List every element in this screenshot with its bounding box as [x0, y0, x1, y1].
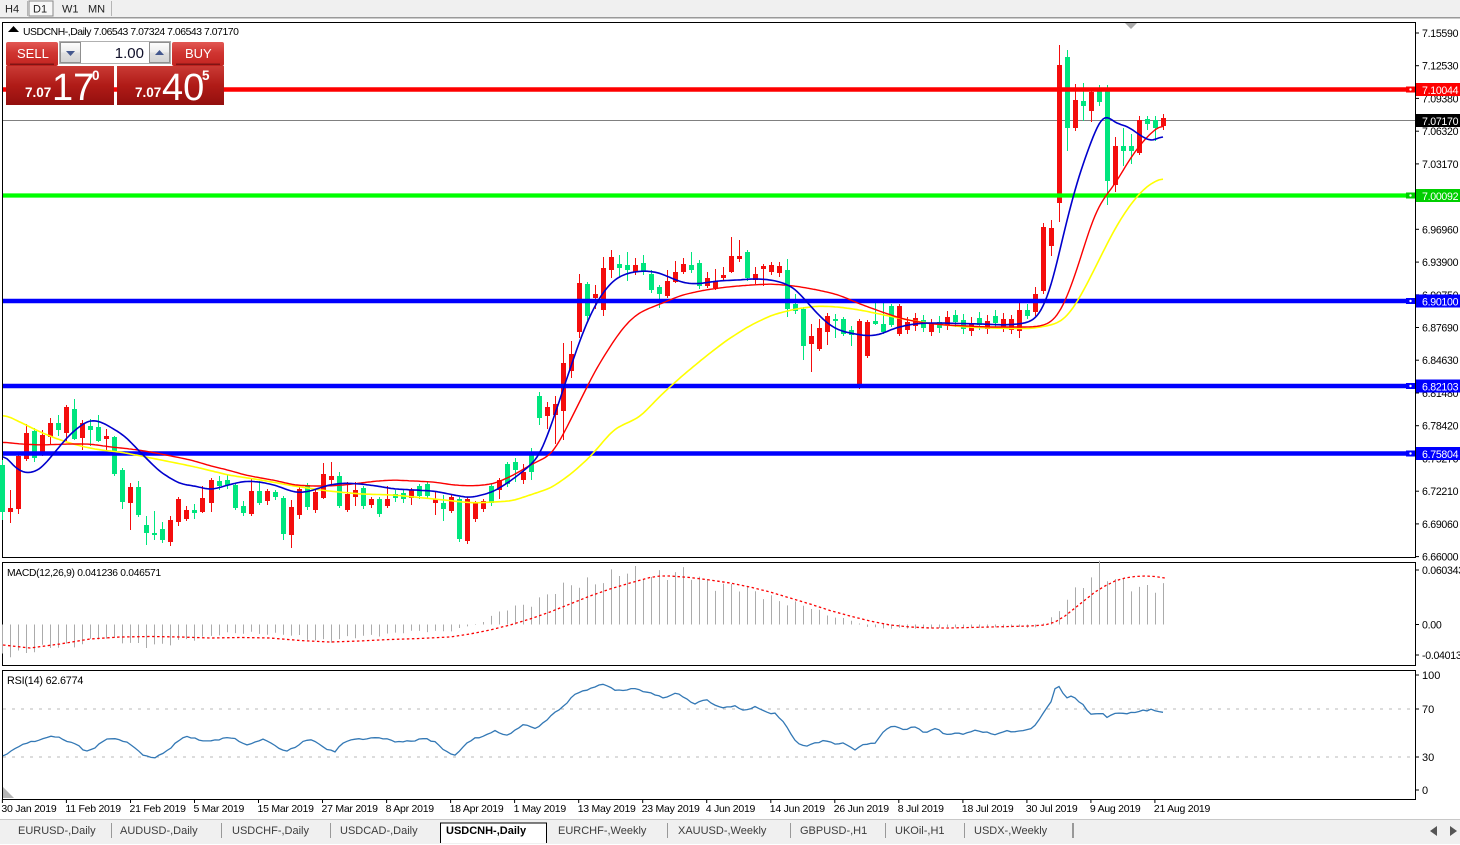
svg-text:6.87690: 6.87690 — [1422, 323, 1459, 335]
svg-text:6.72210: 6.72210 — [1422, 486, 1459, 498]
svg-text:0: 0 — [1422, 785, 1428, 797]
svg-text:USDCNH-,Daily: USDCNH-,Daily — [446, 825, 527, 837]
svg-text:USDCNH-,Daily 7.06543 7.07324: USDCNH-,Daily 7.06543 7.07324 7.06543 7.… — [23, 27, 239, 38]
svg-text:5 Mar 2019: 5 Mar 2019 — [194, 803, 245, 815]
svg-text:MACD(12,26,9) 0.041236 0.04657: MACD(12,26,9) 0.041236 0.046571 — [7, 568, 161, 579]
svg-text:7.07: 7.07 — [25, 85, 51, 100]
svg-text:-0.040138: -0.040138 — [1422, 650, 1460, 662]
svg-text:40: 40 — [162, 67, 204, 109]
svg-text:EURUSD-,Daily: EURUSD-,Daily — [18, 825, 96, 837]
svg-text:EURCHF-,Weekly: EURCHF-,Weekly — [558, 825, 647, 837]
svg-text:0: 0 — [92, 68, 100, 83]
svg-text:13 May 2019: 13 May 2019 — [578, 803, 636, 815]
svg-text:W1: W1 — [62, 4, 79, 16]
svg-text:USDX-,Weekly: USDX-,Weekly — [974, 825, 1048, 837]
svg-text:6.75804: 6.75804 — [1422, 449, 1459, 461]
svg-text:8 Jul 2019: 8 Jul 2019 — [898, 803, 944, 815]
svg-text:USDCHF-,Daily: USDCHF-,Daily — [232, 825, 310, 837]
svg-text:30: 30 — [1422, 752, 1434, 764]
svg-text:6.82103: 6.82103 — [1422, 382, 1459, 394]
svg-text:6.90100: 6.90100 — [1422, 297, 1459, 309]
svg-text:AUDUSD-,Daily: AUDUSD-,Daily — [120, 825, 198, 837]
svg-text:BUY: BUY — [185, 46, 212, 61]
svg-text:7.07170: 7.07170 — [1422, 116, 1459, 128]
svg-text:7.15590: 7.15590 — [1422, 28, 1459, 40]
svg-text:7.12530: 7.12530 — [1422, 61, 1459, 73]
svg-text:30 Jul 2019: 30 Jul 2019 — [1026, 803, 1078, 815]
svg-text:SELL: SELL — [17, 46, 49, 61]
svg-text:USDCAD-,Daily: USDCAD-,Daily — [340, 825, 418, 837]
svg-text:1.00: 1.00 — [115, 45, 144, 62]
svg-text:15 Mar 2019: 15 Mar 2019 — [258, 803, 315, 815]
svg-text:RSI(14) 62.6774: RSI(14) 62.6774 — [7, 675, 83, 687]
svg-text:D1: D1 — [33, 4, 47, 16]
svg-text:6.96960: 6.96960 — [1422, 224, 1459, 236]
svg-text:100: 100 — [1422, 670, 1440, 682]
svg-text:7.07: 7.07 — [135, 85, 161, 100]
svg-text:6.84630: 6.84630 — [1422, 355, 1459, 367]
svg-text:7.03170: 7.03170 — [1422, 159, 1459, 171]
svg-text:MN: MN — [88, 4, 105, 16]
svg-text:26 Jun 2019: 26 Jun 2019 — [834, 803, 889, 815]
svg-text:11 Feb 2019: 11 Feb 2019 — [65, 803, 121, 815]
svg-text:1 May 2019: 1 May 2019 — [514, 803, 567, 815]
svg-text:18 Apr 2019: 18 Apr 2019 — [450, 803, 504, 815]
svg-text:6.93900: 6.93900 — [1422, 257, 1459, 269]
svg-text:21 Feb 2019: 21 Feb 2019 — [130, 803, 187, 815]
svg-text:70: 70 — [1422, 704, 1434, 716]
svg-text:21 Aug 2019: 21 Aug 2019 — [1154, 803, 1211, 815]
svg-text:30 Jan 2019: 30 Jan 2019 — [1, 803, 56, 815]
svg-text:0.060343: 0.060343 — [1422, 565, 1460, 577]
svg-text:14 Jun 2019: 14 Jun 2019 — [770, 803, 825, 815]
svg-text:7.09380: 7.09380 — [1422, 93, 1459, 105]
svg-text:7.10044: 7.10044 — [1422, 85, 1459, 97]
svg-text:UKOil-,H1: UKOil-,H1 — [895, 825, 945, 837]
svg-text:23 May 2019: 23 May 2019 — [642, 803, 700, 815]
svg-text:4 Jun 2019: 4 Jun 2019 — [706, 803, 756, 815]
svg-text:8 Apr 2019: 8 Apr 2019 — [386, 803, 435, 815]
svg-text:27 Mar 2019: 27 Mar 2019 — [322, 803, 379, 815]
svg-text:H4: H4 — [5, 4, 19, 16]
svg-text:0.00: 0.00 — [1422, 620, 1442, 632]
svg-text:9 Aug 2019: 9 Aug 2019 — [1090, 803, 1141, 815]
svg-text:18 Jul 2019: 18 Jul 2019 — [962, 803, 1014, 815]
svg-text:6.69060: 6.69060 — [1422, 519, 1459, 531]
svg-text:7.00092: 7.00092 — [1422, 191, 1459, 203]
svg-text:7.06320: 7.06320 — [1422, 126, 1459, 138]
svg-text:XAUUSD-,Weekly: XAUUSD-,Weekly — [678, 825, 767, 837]
svg-text:GBPUSD-,H1: GBPUSD-,H1 — [800, 825, 867, 837]
svg-text:6.78420: 6.78420 — [1422, 421, 1459, 433]
svg-text:6.66000: 6.66000 — [1422, 552, 1459, 564]
svg-text:5: 5 — [202, 68, 210, 83]
svg-text:17: 17 — [52, 67, 94, 109]
